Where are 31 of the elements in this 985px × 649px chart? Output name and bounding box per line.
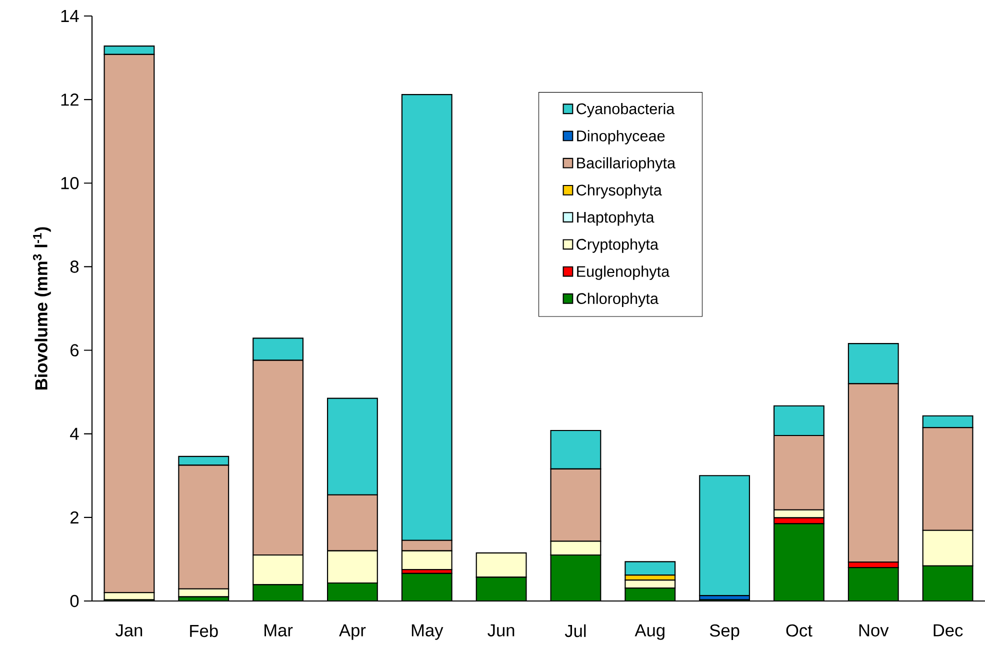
legend-label: Euglenophyta: [577, 266, 670, 280]
x-tick-label: Mar: [264, 624, 293, 636]
legend-label: Cyanobacteria: [576, 102, 675, 118]
y-tick-label: 14: [61, 10, 79, 22]
x-tick-label: Feb: [190, 624, 218, 638]
text: Biovolume (mm$^{3}$ l$^{-1}$): [32, 227, 51, 390]
y-tick-label: 2: [70, 511, 78, 524]
legend-label: Dinophyceae: [577, 130, 665, 144]
y-tick-label: 4: [70, 428, 79, 440]
y-tick-label: 10: [61, 176, 79, 190]
y-tick-label: 8: [70, 260, 79, 273]
legend-label: Chlorophyta: [576, 292, 659, 308]
x-tick-label: Dec: [934, 624, 963, 636]
x-tick-label: Oct: [786, 624, 812, 637]
bar: [624, 561, 676, 576]
y-tick-label: 12: [61, 94, 78, 106]
x-tick-label: Nov: [859, 624, 889, 636]
x-tick-label: Jun: [488, 624, 514, 636]
x-tick-label: Sep: [710, 624, 740, 640]
legend-label: Haptophyta: [577, 211, 654, 226]
x-tick-label: May: [412, 624, 444, 640]
y-tick-label: 6: [70, 344, 79, 356]
x-tick-label: Jul: [564, 624, 586, 638]
x-tick-label: Apr: [339, 624, 366, 640]
legend-label: Bacillariophyta: [577, 157, 676, 172]
legend-label: Cryptophyta: [576, 238, 659, 253]
bar: [699, 475, 750, 596]
y-tick-label: 0: [70, 594, 79, 608]
legend-label: Chrysophyta: [576, 184, 662, 199]
x-tick-label: Aug: [634, 624, 664, 640]
x-tick-label: Jan: [116, 624, 142, 636]
